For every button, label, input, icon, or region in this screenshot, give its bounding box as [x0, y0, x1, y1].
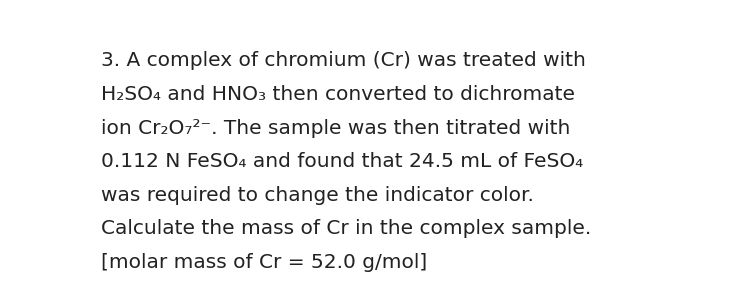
Text: 3. A complex of chromium (Cr) was treated with: 3. A complex of chromium (Cr) was treate…: [101, 51, 586, 70]
Text: was required to change the indicator color.: was required to change the indicator col…: [101, 186, 534, 205]
Text: H₂SO₄ and HNO₃ then converted to dichromate: H₂SO₄ and HNO₃ then converted to dichrom…: [101, 85, 575, 104]
Text: [molar mass of Cr = 52.0 g/mol]: [molar mass of Cr = 52.0 g/mol]: [101, 253, 427, 272]
Text: ion Cr₂O₇²⁻. The sample was then titrated with: ion Cr₂O₇²⁻. The sample was then titrate…: [101, 119, 571, 137]
Text: Calculate the mass of Cr in the complex sample.: Calculate the mass of Cr in the complex …: [101, 219, 591, 238]
Text: 0.112 N FeSO₄ and found that 24.5 mL of FeSO₄: 0.112 N FeSO₄ and found that 24.5 mL of …: [101, 152, 583, 171]
